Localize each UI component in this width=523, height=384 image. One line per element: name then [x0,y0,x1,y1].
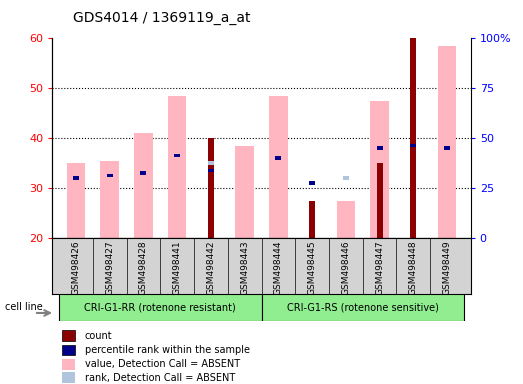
Bar [140,171,146,175]
Bar [59,294,262,321]
Bar [411,144,416,147]
Bar [262,294,464,321]
Bar [377,163,383,238]
Text: GSM498449: GSM498449 [442,241,451,296]
Bar [208,169,214,172]
Bar [309,181,315,185]
Bar [62,372,75,383]
Text: count: count [85,331,112,341]
Bar [269,96,288,238]
Text: GSM498426: GSM498426 [72,241,81,296]
Text: cell line: cell line [5,302,43,312]
Text: CRI-G1-RR (rotenone resistant): CRI-G1-RR (rotenone resistant) [84,302,236,312]
Text: GSM498427: GSM498427 [105,241,114,296]
Bar [100,161,119,238]
Bar [337,200,355,238]
Bar [168,96,186,238]
Text: GSM498442: GSM498442 [207,241,215,295]
Bar [444,146,450,150]
Bar [343,176,349,180]
Bar [66,163,85,238]
Text: GSM498441: GSM498441 [173,241,181,296]
Text: GSM498443: GSM498443 [240,241,249,296]
Bar [134,133,153,238]
Bar [107,174,112,177]
Bar [73,176,79,180]
Text: GSM498447: GSM498447 [375,241,384,296]
Bar [411,38,416,238]
Bar [208,161,214,165]
Text: rank, Detection Call = ABSENT: rank, Detection Call = ABSENT [85,372,235,383]
Text: GSM498444: GSM498444 [274,241,283,295]
Text: GSM498445: GSM498445 [308,241,316,296]
Bar [377,146,383,150]
Bar [343,176,349,180]
Text: GDS4014 / 1369119_a_at: GDS4014 / 1369119_a_at [73,11,251,25]
Bar [62,345,75,355]
Text: CRI-G1-RS (rotenone sensitive): CRI-G1-RS (rotenone sensitive) [287,302,439,312]
Text: GSM498448: GSM498448 [409,241,418,296]
Bar [438,46,457,238]
Bar [235,146,254,238]
Bar [62,330,75,341]
Bar [275,156,281,160]
Bar [370,101,389,238]
Text: value, Detection Call = ABSENT: value, Detection Call = ABSENT [85,359,240,369]
Bar [309,200,315,238]
Text: GSM498446: GSM498446 [342,241,350,296]
Bar [174,154,180,157]
Text: GSM498428: GSM498428 [139,241,148,296]
Bar [208,138,214,238]
Bar [62,359,75,369]
Text: percentile rank within the sample: percentile rank within the sample [85,345,249,355]
